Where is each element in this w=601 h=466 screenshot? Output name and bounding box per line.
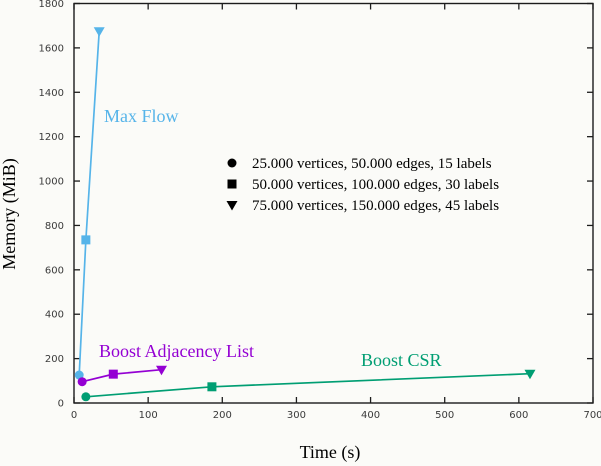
data-point-boost-adjacency-list-circle (77, 377, 87, 387)
legend-marker-square (227, 179, 237, 189)
y-tick-label: 400 (45, 310, 64, 321)
y-tick-label: 1800 (39, 0, 64, 10)
series-label-boost-csr: Boost CSR (361, 350, 442, 370)
plot-border (73, 2, 594, 404)
y-tick-label: 0 (58, 399, 64, 410)
series-labels-group: Max Flow Boost Adjacency List Boost CSR (99, 106, 442, 370)
data-point-boost-adjacency-list-square (108, 369, 118, 379)
series-group (74, 27, 536, 402)
plot-border-group (73, 2, 594, 404)
series-label-boost-adjacency-list: Boost Adjacency List (99, 341, 254, 361)
legend-marker-triangle-down (226, 201, 238, 211)
x-tick-label: 100 (139, 410, 158, 421)
y-tick-label: 1200 (39, 132, 64, 143)
data-point-max-flow-triangle-down (93, 27, 105, 37)
data-point-boost-csr-triangle-down (524, 369, 536, 380)
series-max-flow (74, 27, 105, 380)
data-point-max-flow-square (81, 235, 91, 245)
x-tick-label: 500 (435, 410, 454, 421)
legend-label-square: 50.000 vertices, 100.000 edges, 30 label… (252, 177, 499, 193)
legend-group: 25.000 vertices, 50.000 edges, 15 labels… (226, 156, 499, 214)
series-label-max-flow: Max Flow (104, 106, 179, 126)
data-point-boost-csr-square (207, 382, 217, 392)
y-tick-label: 1600 (39, 43, 64, 54)
y-tick-label: 600 (45, 265, 64, 276)
series-line-boost-csr (85, 372, 531, 398)
x-tick-label: 0 (71, 410, 77, 421)
y-tick-label: 1000 (39, 177, 64, 188)
x-tick-label: 700 (583, 410, 601, 421)
y-tick-label: 1400 (39, 88, 64, 99)
y-tick-label: 800 (45, 221, 64, 232)
series-line-max-flow (78, 31, 101, 376)
series-boost-csr (81, 369, 536, 402)
x-tick-label: 300 (287, 410, 306, 421)
x-axis-title: Time (s) (300, 442, 361, 463)
data-point-boost-csr-circle (81, 392, 91, 402)
x-tick-label: 600 (509, 410, 528, 421)
y-tick-label: 200 (45, 354, 64, 365)
legend-label-triangle-down: 75.000 vertices, 150.000 edges, 45 label… (252, 198, 499, 214)
y-axis-title: Memory (MiB) (0, 158, 20, 270)
x-tick-label: 400 (361, 410, 380, 421)
series-line-boost-adjacency-list (81, 368, 162, 383)
data-point-boost-adjacency-list-triangle-down (155, 365, 167, 376)
x-tick-label: 200 (213, 410, 232, 421)
legend-marker-circle (227, 158, 237, 168)
series-boost-adjacency-list (77, 365, 167, 387)
axis-ticks-group: 0 100 200 300 400 500 600 700 0 200 400 600 800 1000 1… (39, 0, 601, 421)
legend-label-circle: 25.000 vertices, 50.000 edges, 15 labels (252, 156, 492, 172)
